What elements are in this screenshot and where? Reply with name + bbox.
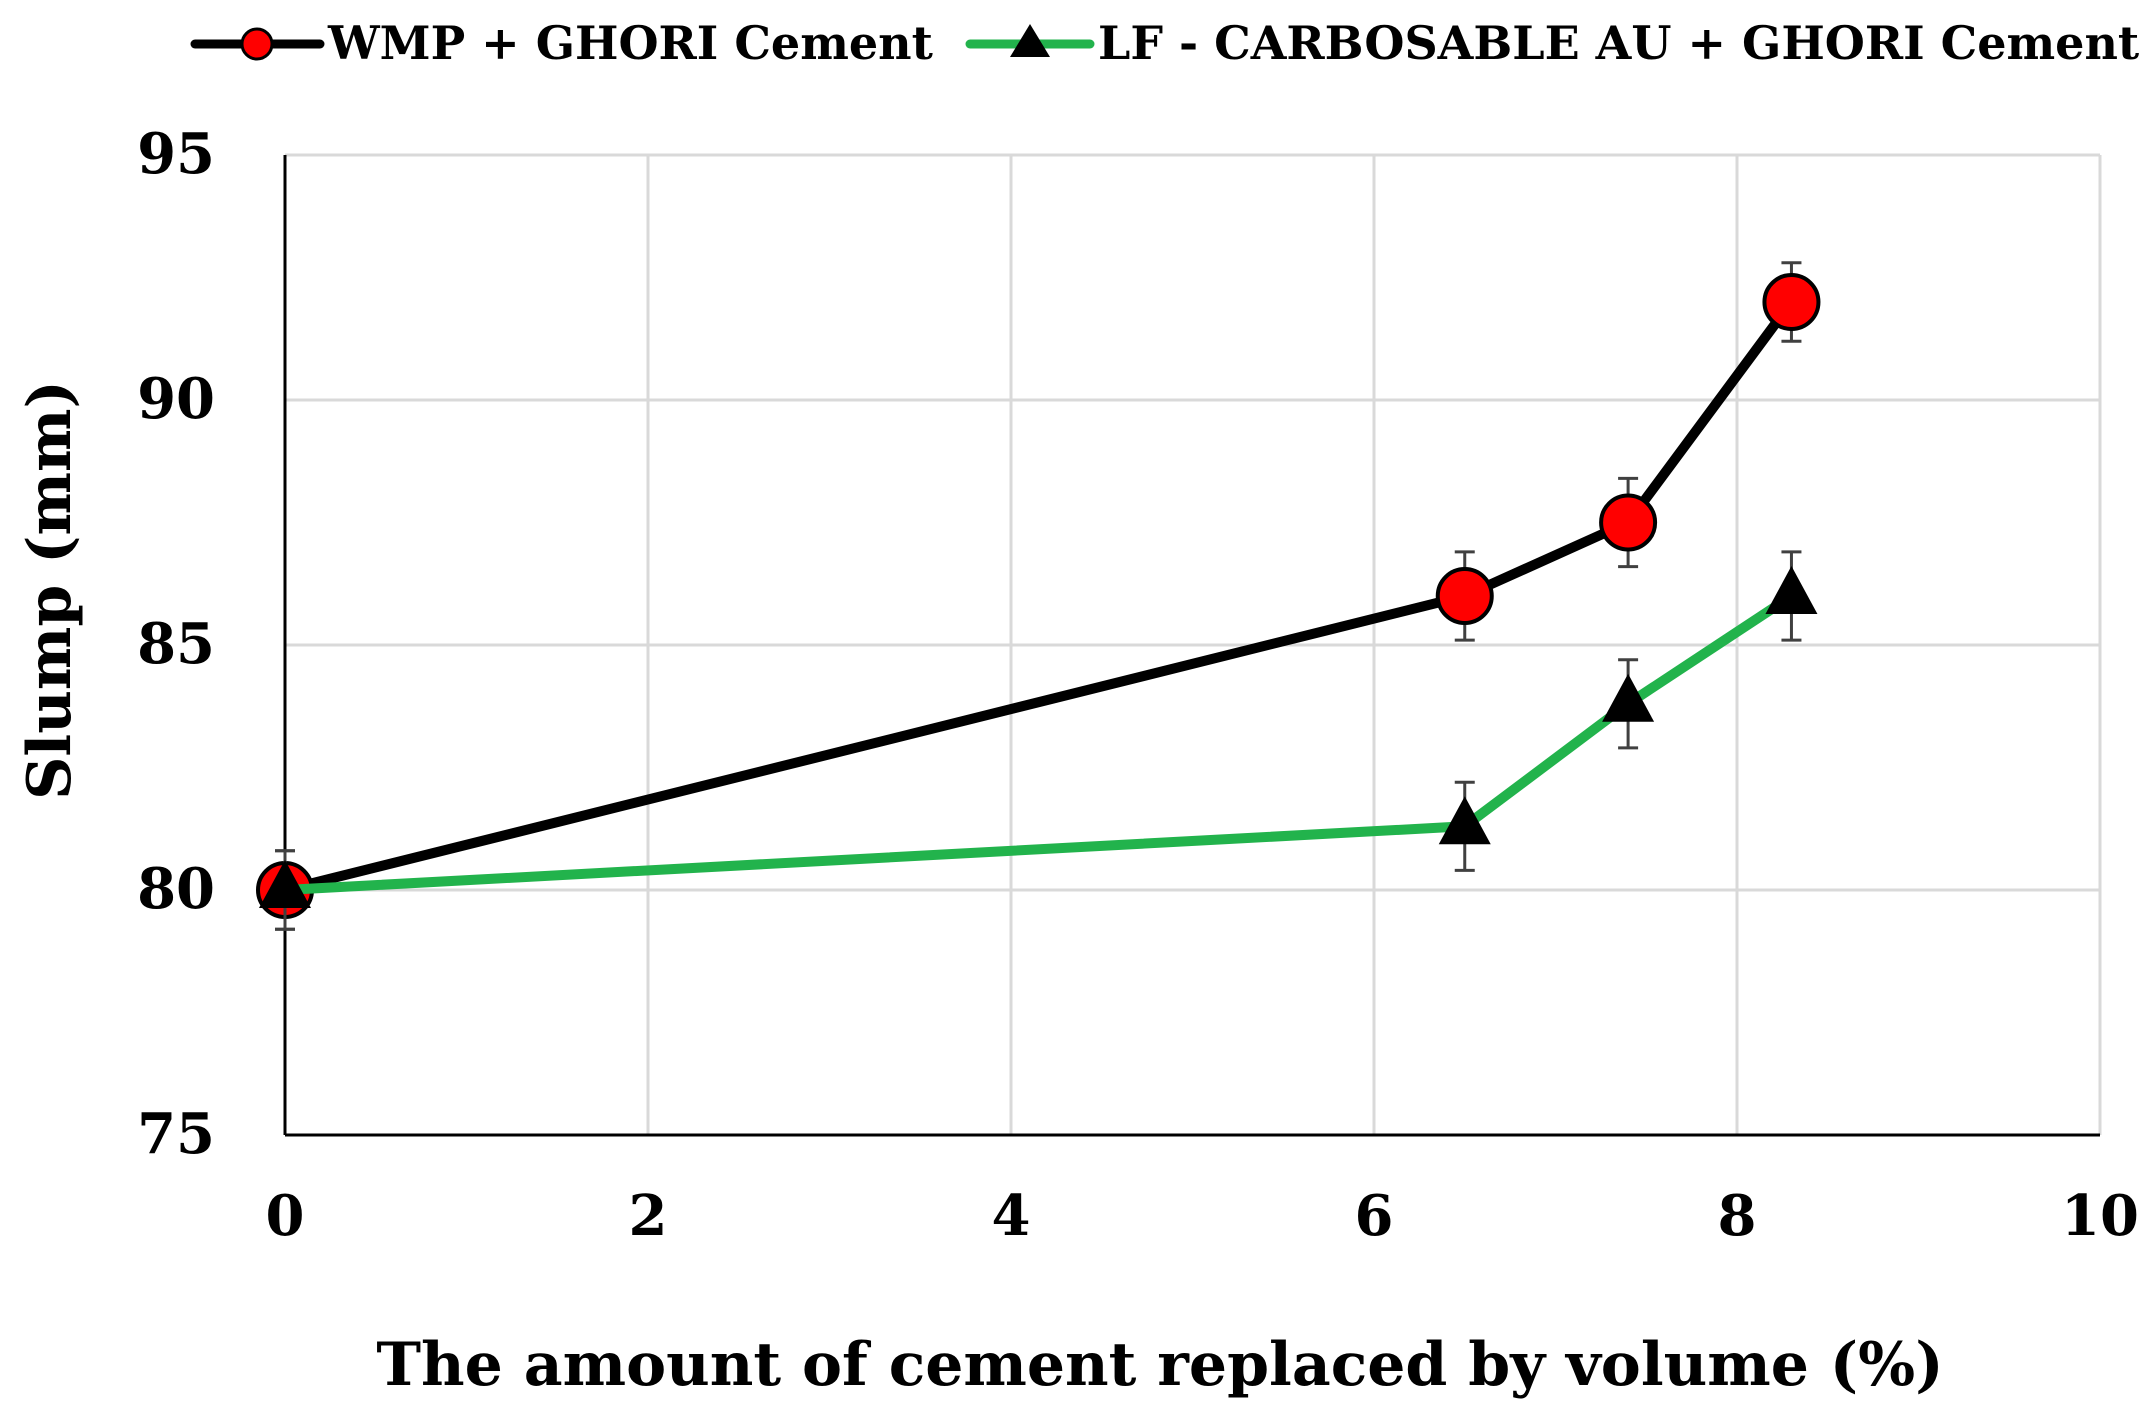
y-axis-title: Slump (mm) [15, 380, 85, 800]
legend-label-wmp: WMP + GHORI Cement [327, 16, 934, 70]
y-tick-label: 80 [137, 856, 215, 922]
data-point-triangle [1438, 796, 1491, 845]
y-tick-label: 75 [137, 1101, 215, 1167]
series-1 [259, 550, 1818, 931]
legend-marker-circle-icon [240, 27, 274, 61]
legend-marker-triangle-icon [1010, 24, 1050, 57]
data-point-circle [1599, 493, 1658, 552]
x-tick-label: 0 [266, 1183, 305, 1249]
series-layer [256, 261, 1821, 931]
axes [283, 155, 2100, 1137]
x-axis-title: The amount of cement replaced by volume … [376, 1330, 1943, 1400]
legend: WMP + GHORI Cement LF - CARBOSABLE AU + … [190, 16, 2140, 70]
tick-labels: 75 80 85 90 95 0 2 4 6 8 10 [137, 121, 2139, 1249]
legend-entry-wmp: WMP + GHORI Cement [190, 16, 934, 70]
data-point-circle [1762, 273, 1821, 331]
x-tick-label: 4 [992, 1183, 1031, 1249]
data-point-triangle [1765, 566, 1818, 614]
y-tick-label: 95 [137, 121, 215, 187]
series-line [280, 591, 1797, 895]
legend-label-lf: LF - CARBOSABLE AU + GHORI Cement [1098, 16, 2140, 70]
series-0 [256, 261, 1821, 931]
x-tick-label: 2 [629, 1183, 668, 1249]
y-tick-label: 85 [137, 611, 215, 677]
data-point-triangle [1602, 673, 1655, 722]
x-tick-label: 6 [1355, 1183, 1394, 1249]
x-tick-label: 8 [1718, 1183, 1757, 1249]
data-point-triangle [259, 860, 311, 908]
gridlines [285, 153, 2102, 1135]
series-line [280, 297, 1797, 895]
x-tick-label: 10 [2061, 1183, 2139, 1249]
data-point-circle [1435, 567, 1494, 625]
y-tick-label: 90 [137, 366, 215, 432]
legend-entry-lf: LF - CARBOSABLE AU + GHORI Cement [965, 16, 2140, 70]
